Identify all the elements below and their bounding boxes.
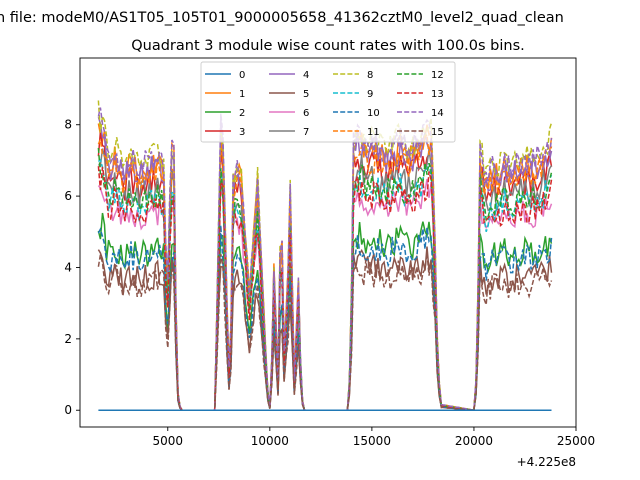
y-axis: 0 2 4 6 8 xyxy=(64,118,80,417)
legend-label-13: 13 xyxy=(431,89,444,100)
legend-label-4: 4 xyxy=(303,70,309,81)
legend-label-6: 6 xyxy=(303,108,309,119)
legend-label-12: 12 xyxy=(431,70,444,81)
legend-box xyxy=(200,61,456,143)
plot-area xyxy=(97,100,553,412)
legend-label-11: 11 xyxy=(367,127,380,138)
chart-title: Quadrant 3 module wise count rates with … xyxy=(131,38,525,54)
legend-label-15: 15 xyxy=(431,127,444,138)
y-tick-label: 6 xyxy=(64,189,72,203)
y-tick-label: 2 xyxy=(64,332,72,346)
x-axis: 5000 10000 15000 20000 25000 xyxy=(152,427,595,448)
figure-suptitle: n file: modeM0/AS1T05_105T01_9000005658_… xyxy=(0,10,564,26)
legend-label-9: 9 xyxy=(367,89,373,100)
legend-label-8: 8 xyxy=(367,70,373,81)
x-tick-label: 10000 xyxy=(251,434,289,448)
legend-label-2: 2 xyxy=(239,108,245,119)
y-tick-label: 8 xyxy=(64,118,72,132)
x-tick-label: 15000 xyxy=(353,434,391,448)
legend-label-7: 7 xyxy=(303,127,309,138)
legend-label-5: 5 xyxy=(303,89,309,100)
legend-label-0: 0 xyxy=(239,70,245,81)
axes-frame xyxy=(79,57,577,428)
legend-label-14: 14 xyxy=(431,108,444,119)
x-tick-label: 5000 xyxy=(152,434,183,448)
x-tick-label: 20000 xyxy=(455,434,493,448)
legend-label-10: 10 xyxy=(367,108,380,119)
legend-label-3: 3 xyxy=(239,127,245,138)
x-offset-label: +4.225e8 xyxy=(517,455,576,469)
y-tick-label: 0 xyxy=(64,403,72,417)
x-tick-label: 25000 xyxy=(557,434,595,448)
legend-label-1: 1 xyxy=(239,89,245,100)
y-tick-label: 4 xyxy=(64,260,72,274)
